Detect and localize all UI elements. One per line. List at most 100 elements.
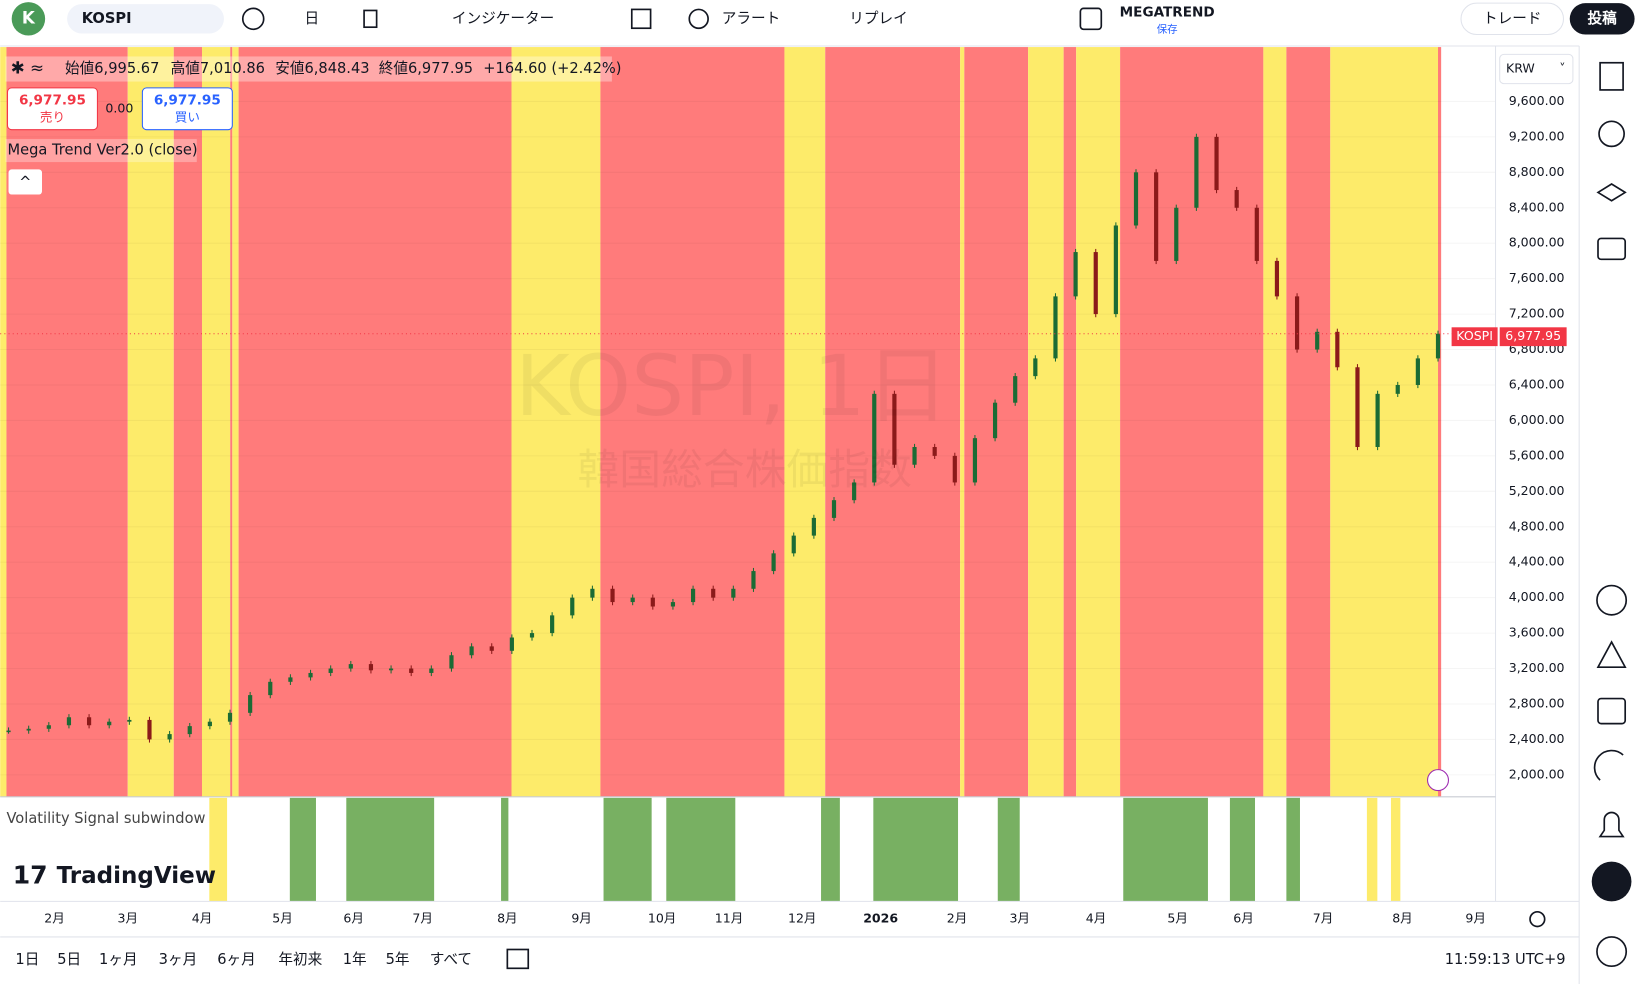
band	[201, 47, 231, 797]
signal-block	[873, 797, 959, 902]
range-button[interactable]: 1年	[343, 951, 367, 968]
candle	[731, 588, 736, 598]
candle	[86, 717, 92, 726]
band	[0, 47, 7, 797]
collapse-button[interactable]	[8, 169, 43, 195]
candle	[1214, 136, 1219, 191]
band	[1263, 47, 1287, 797]
y-tick-label: 2,400.00	[1509, 731, 1565, 746]
avatar[interactable]	[11, 2, 46, 36]
replay[interactable]: リプレイ	[849, 10, 908, 27]
publish: 投稿	[1588, 9, 1618, 27]
save[interactable]: 保存	[1157, 22, 1178, 35]
x-axis: 2月 3月 4月 5月 6月 7月 8月 9月 10月 11月 12月 2026 2月 3月 4月 5月 6月 7…	[44, 911, 1486, 926]
sell-button[interactable]	[6, 87, 98, 131]
range-bar: 1日 5日 1ヶ月 3ヶ月 6ヶ月 年初来 1年 5年 すべて	[15, 951, 472, 968]
candle	[127, 719, 132, 722]
alert[interactable]: アラート	[722, 10, 781, 27]
currency-select[interactable]	[1499, 53, 1574, 85]
calendar-icon[interactable]	[1597, 697, 1627, 725]
signal-block	[603, 797, 652, 902]
candle	[932, 447, 937, 456]
add-icon[interactable]	[241, 7, 265, 31]
candle	[167, 734, 172, 740]
candle	[1234, 190, 1239, 208]
band	[238, 47, 512, 797]
candle	[1335, 331, 1340, 368]
candle	[66, 717, 72, 726]
signal-block	[1390, 797, 1401, 902]
close: 終値6,977.95	[379, 60, 473, 77]
band	[784, 47, 826, 797]
x-tick-label: 6月	[1233, 911, 1254, 926]
y-tick-label: 5,600.00	[1509, 447, 1565, 462]
range-button[interactable]: 1日	[15, 951, 39, 968]
range-button[interactable]: 5年	[386, 951, 410, 968]
interval[interactable]: 日	[304, 10, 319, 27]
settings-icon[interactable]	[1529, 911, 1546, 928]
range-button[interactable]: 3ヶ月	[159, 951, 198, 968]
range-button[interactable]: すべて	[430, 951, 472, 968]
band	[173, 47, 202, 797]
goto-icon[interactable]	[506, 948, 530, 970]
signal-block	[1123, 797, 1208, 902]
candle	[650, 597, 655, 607]
y-tick-label: 3,200.00	[1509, 660, 1565, 675]
target-icon[interactable]	[1596, 584, 1628, 616]
subwindow-label: Volatility Signal subwindow	[6, 810, 205, 827]
candle	[912, 447, 917, 465]
range-button[interactable]: 1ヶ月	[99, 951, 138, 968]
candle	[852, 482, 857, 501]
symbol-tag	[1451, 327, 1498, 347]
symbol: KOSPI	[82, 10, 132, 27]
help-icon[interactable]	[1596, 936, 1628, 968]
layouts-icon[interactable]	[630, 8, 652, 30]
range-button[interactable]: 6ヶ月	[217, 951, 256, 968]
candle	[690, 588, 696, 603]
alert-icon[interactable]	[688, 8, 709, 30]
y-tick-label: 2,000.00	[1509, 766, 1565, 781]
bell-icon[interactable]	[1598, 811, 1625, 838]
stream-icon[interactable]	[1593, 749, 1624, 781]
layers-icon[interactable]	[1596, 183, 1627, 202]
candle	[288, 677, 293, 682]
candle-icon[interactable]	[363, 9, 378, 29]
candle	[1133, 172, 1139, 226]
indicators[interactable]: インジケーター	[452, 10, 554, 27]
symbol-search[interactable]	[67, 4, 224, 34]
ideas-icon[interactable]	[1596, 640, 1627, 668]
signal-block	[209, 797, 228, 902]
layout-name[interactable]: MEGATREND	[1120, 5, 1215, 21]
signal-block	[501, 797, 509, 902]
range-button[interactable]: 年初来	[278, 951, 322, 968]
candle	[1113, 225, 1118, 315]
trade-button[interactable]	[1460, 2, 1565, 36]
candle	[26, 728, 31, 731]
y-tick-label: 6,400.00	[1509, 376, 1565, 391]
low: 安値6,848.43	[275, 60, 369, 77]
candle	[992, 402, 998, 439]
y-tick-label: 9,600.00	[1509, 93, 1565, 108]
publish-button[interactable]	[1569, 3, 1635, 35]
candle	[1435, 333, 1441, 359]
chat-icon[interactable]	[1597, 237, 1627, 261]
band	[1063, 47, 1077, 797]
range-button[interactable]: 5日	[57, 951, 81, 968]
candle	[107, 721, 112, 726]
alerts-icon[interactable]	[1598, 120, 1625, 148]
apps-button[interactable]	[1591, 861, 1632, 902]
candle	[529, 633, 535, 638]
watchlist-icon[interactable]	[1599, 61, 1624, 91]
flash-icon[interactable]	[1427, 769, 1449, 792]
candle	[751, 571, 756, 589]
price-chart	[0, 100, 1496, 776]
buy-button[interactable]	[141, 87, 233, 131]
candle	[892, 393, 897, 465]
candle	[1274, 260, 1280, 297]
indicator-name: Mega Trend Ver2.0 (close)	[7, 142, 197, 159]
candle	[409, 668, 414, 673]
candle	[328, 668, 333, 673]
band	[1120, 47, 1264, 797]
layout-icon[interactable]	[1079, 7, 1103, 31]
x-tick-label: 6月	[343, 911, 364, 926]
